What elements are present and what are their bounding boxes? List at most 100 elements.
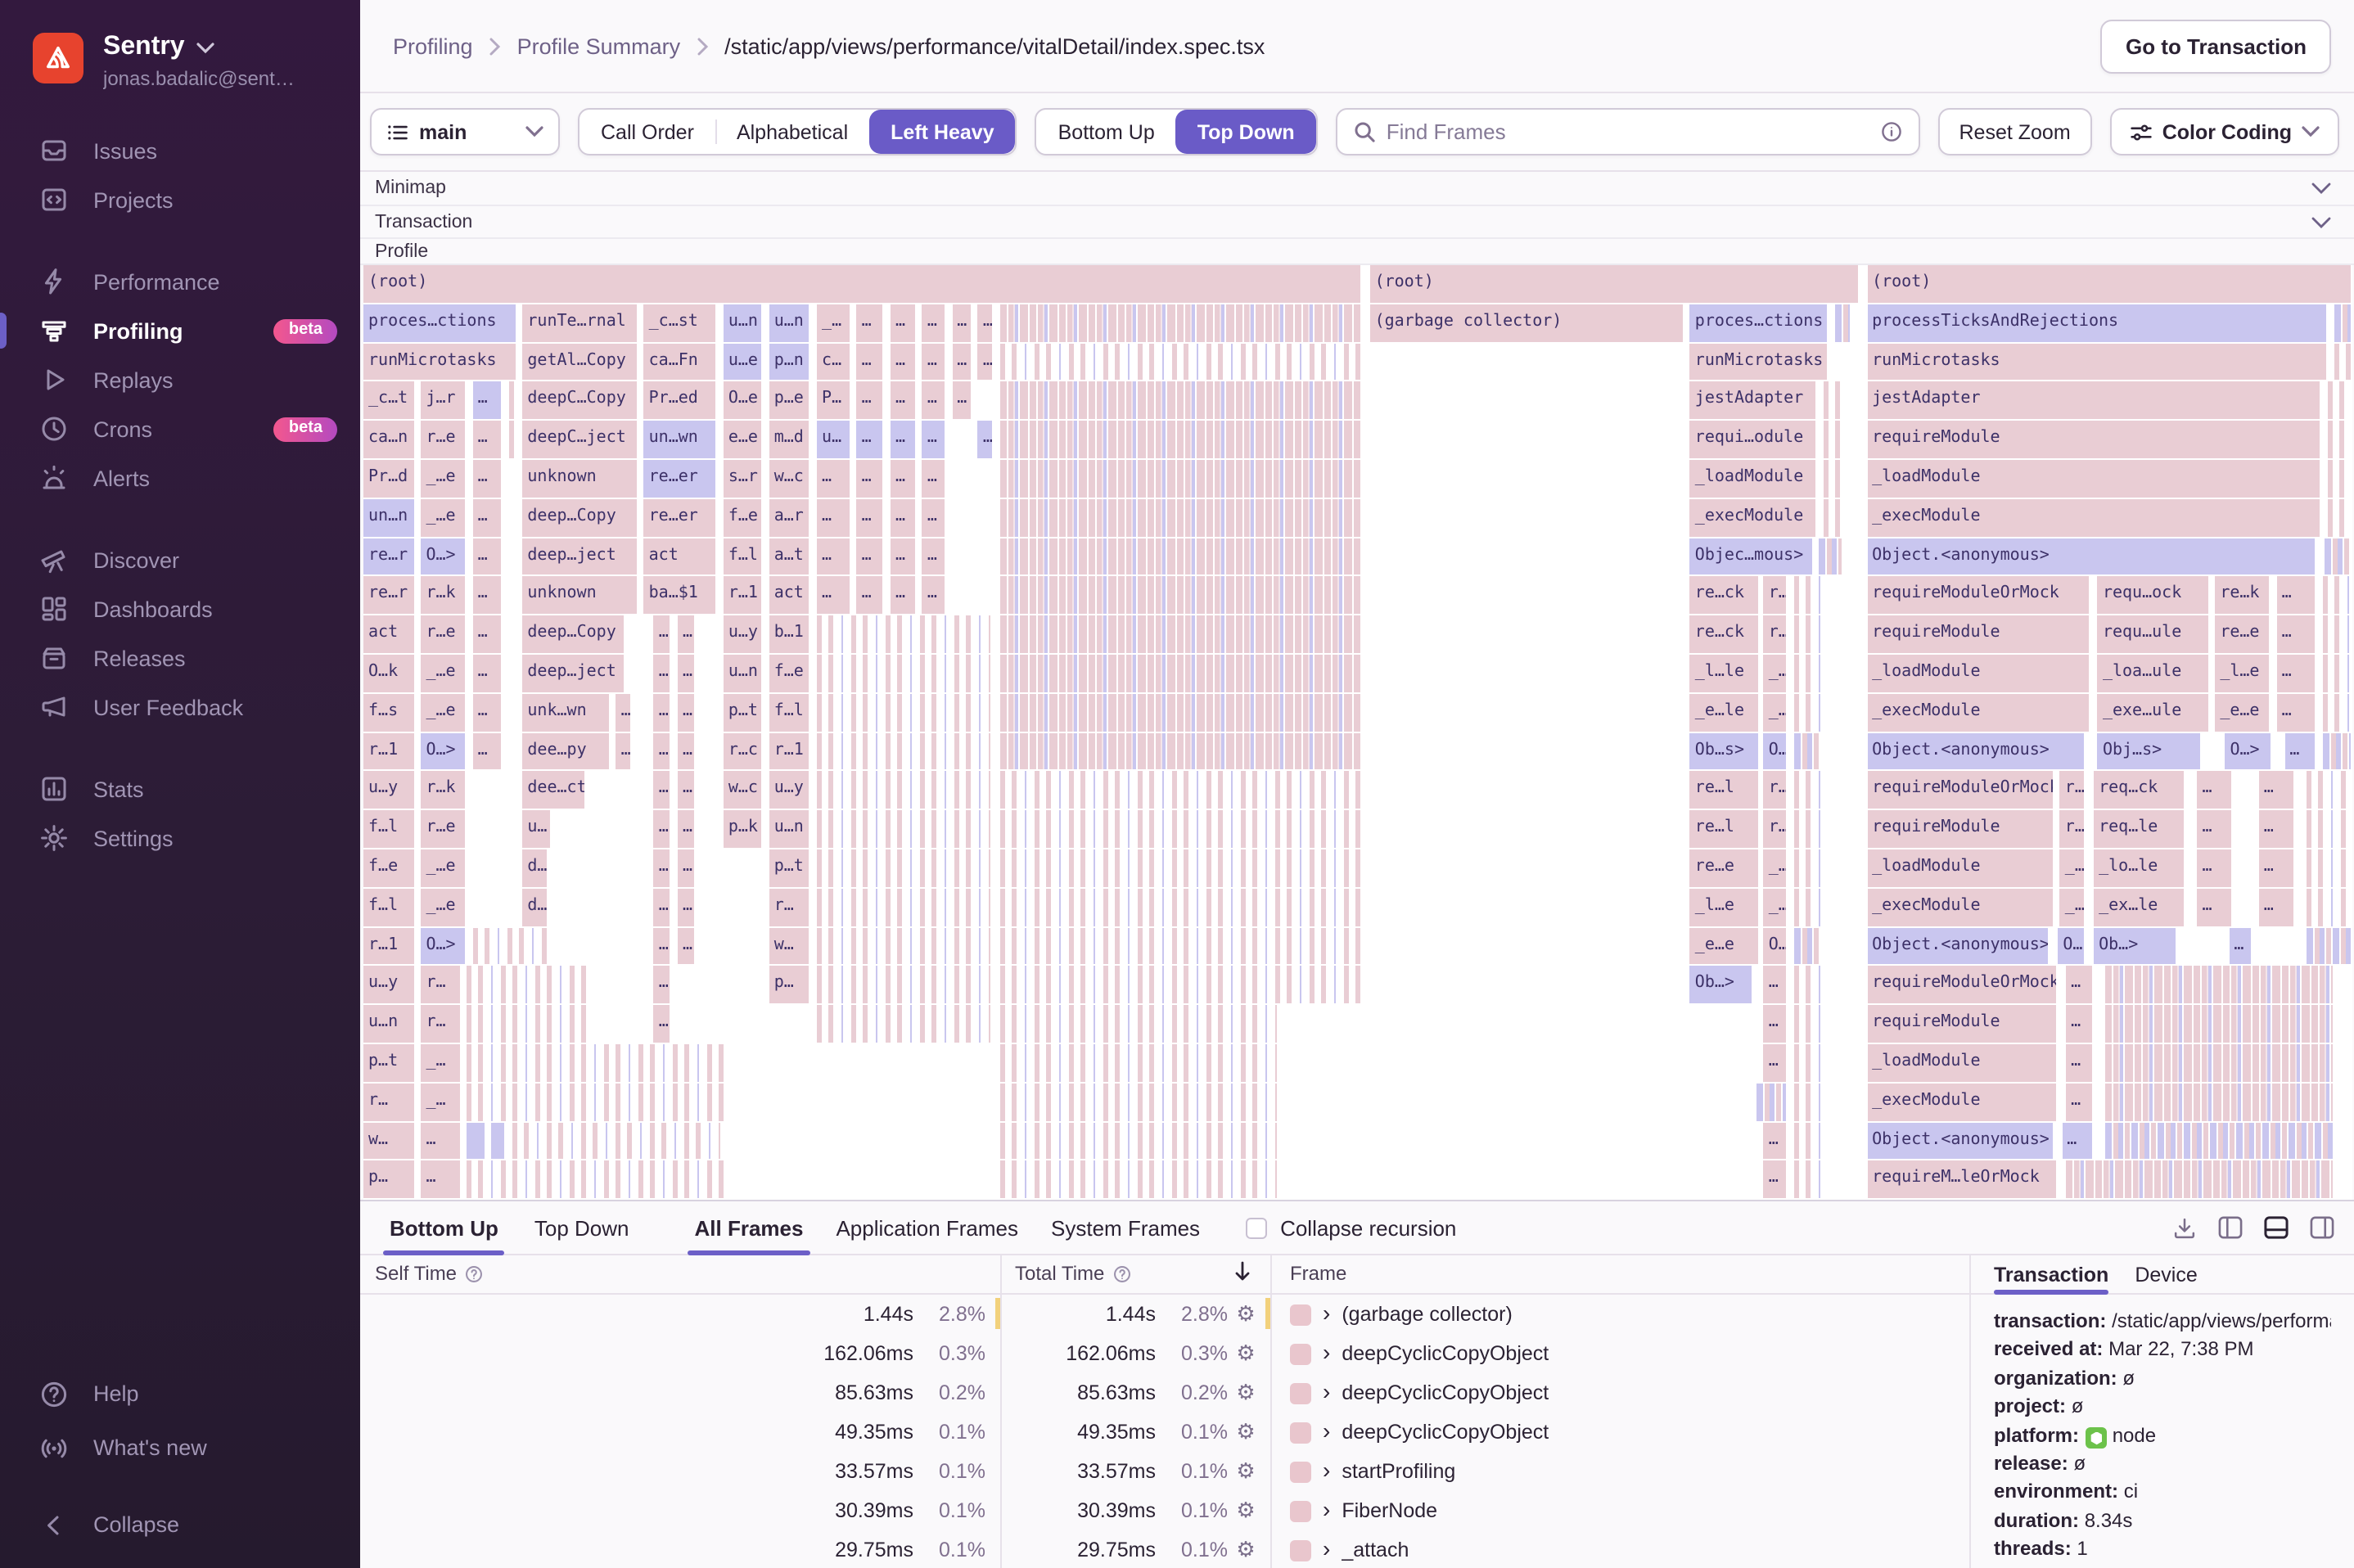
flame-frame[interactable]: … bbox=[654, 927, 672, 965]
flame-frame[interactable]: … bbox=[857, 499, 885, 537]
flame-frame[interactable]: d… bbox=[522, 849, 548, 887]
tab-all-frames[interactable]: All Frames bbox=[685, 1201, 814, 1254]
flame-frame[interactable]: … bbox=[952, 304, 972, 342]
flame-frame[interactable]: u… bbox=[522, 810, 552, 848]
flame-frame[interactable]: … bbox=[678, 772, 696, 809]
frame-cell[interactable]: ›_attach bbox=[1270, 1530, 1969, 1568]
expand-chevron-icon[interactable]: › bbox=[1323, 1419, 1330, 1442]
flame-frame[interactable]: … bbox=[891, 577, 917, 615]
flame-frame[interactable]: … bbox=[922, 343, 946, 381]
flame-frame[interactable]: … bbox=[922, 421, 946, 458]
tab-bottom-up[interactable]: Bottom Up bbox=[380, 1201, 508, 1254]
flame-frame[interactable]: … bbox=[473, 655, 503, 692]
flame-frame[interactable]: p…k bbox=[724, 810, 764, 848]
flame-frame[interactable]: … bbox=[421, 1161, 461, 1199]
flame-frame[interactable]: … bbox=[891, 499, 917, 537]
flame-frame[interactable]: r…1 bbox=[769, 732, 811, 770]
flame-frame[interactable]: f…l bbox=[363, 810, 415, 848]
flame-frame[interactable]: p…t bbox=[363, 1044, 415, 1082]
find-frames-search[interactable] bbox=[1336, 108, 1920, 155]
flame-frame[interactable]: … bbox=[1764, 966, 1788, 1004]
flame-frame[interactable]: processTicksAndRejections bbox=[1867, 304, 2329, 342]
flame-frame[interactable]: … bbox=[817, 577, 850, 615]
flame-frame[interactable]: O…e bbox=[724, 382, 764, 420]
flame-frame[interactable]: … bbox=[654, 732, 672, 770]
flame-frame[interactable]: r…e bbox=[421, 421, 467, 458]
flame-frame[interactable]: r… bbox=[1764, 810, 1788, 848]
flame-frame[interactable]: … bbox=[2066, 966, 2094, 1004]
flame-frame[interactable]: _…e bbox=[421, 460, 467, 498]
flame-frame[interactable]: u…y bbox=[363, 966, 415, 1004]
flame-frame[interactable]: … bbox=[978, 304, 994, 342]
flame-frame[interactable]: … bbox=[2066, 1005, 2094, 1043]
flame-frame[interactable]: O… bbox=[1764, 732, 1788, 770]
sidebar-item-crons[interactable]: Cronsbeta bbox=[0, 404, 360, 453]
flame-frame[interactable]: _loadModule bbox=[1867, 460, 2320, 498]
flame-frame[interactable]: r…1 bbox=[363, 732, 415, 770]
flame-frame[interactable]: p…t bbox=[769, 849, 811, 887]
flame-frame[interactable]: … bbox=[1764, 1122, 1788, 1160]
flame-frame[interactable]: re…ck bbox=[1690, 577, 1760, 615]
flame-frame[interactable]: _ex…le bbox=[2094, 889, 2185, 926]
tab-top-down[interactable]: Top Down bbox=[525, 1201, 639, 1254]
details-tab-device[interactable]: Device bbox=[2135, 1255, 2197, 1293]
flame-frame[interactable]: jestAdapter bbox=[1690, 382, 1818, 420]
flame-frame[interactable]: … bbox=[678, 889, 696, 926]
flame-frame[interactable]: requireModuleOrMock bbox=[1867, 966, 2058, 1004]
flame-frame[interactable]: … bbox=[1764, 1161, 1788, 1199]
sidebar-item-discover[interactable]: Discover bbox=[0, 535, 360, 584]
sidebar-item-settings[interactable]: Settings bbox=[0, 813, 360, 863]
flame-frame[interactable]: O… bbox=[2058, 927, 2086, 965]
gear-icon[interactable]: ⚙ bbox=[1228, 1498, 1264, 1524]
flame-frame[interactable]: … bbox=[891, 343, 917, 381]
flame-frame[interactable]: … bbox=[817, 460, 850, 498]
flame-frame[interactable]: r…c bbox=[724, 732, 764, 770]
flame-frame[interactable]: … bbox=[473, 460, 503, 498]
table-row[interactable]: 49.35ms0.1%49.35ms0.1%⚙›deepCyclicCopyOb… bbox=[360, 1413, 1969, 1452]
flame-frame[interactable]: Pr…ed bbox=[644, 382, 718, 420]
flame-frame[interactable]: … bbox=[2062, 1122, 2094, 1160]
flame-frame[interactable]: r…e bbox=[421, 810, 467, 848]
flame-frame[interactable]: … bbox=[473, 538, 503, 575]
flame-frame[interactable]: re…e bbox=[1690, 849, 1760, 887]
flame-frame[interactable]: … bbox=[2259, 772, 2295, 809]
sidebar-item-user-feedback[interactable]: User Feedback bbox=[0, 683, 360, 732]
flame-frame[interactable]: f…s bbox=[363, 694, 415, 732]
org-switcher[interactable]: Sentry jonas.badalic@sent… bbox=[0, 0, 360, 90]
flame-frame[interactable]: _e…e bbox=[1690, 927, 1760, 965]
flame-frame[interactable]: … bbox=[616, 732, 632, 770]
flame-frame[interactable]: p… bbox=[363, 1161, 415, 1199]
flame-frame[interactable]: _l…le bbox=[1690, 655, 1760, 692]
dock-bottom-icon[interactable] bbox=[2264, 1216, 2289, 1239]
flame-frame[interactable]: … bbox=[891, 304, 917, 342]
flame-frame[interactable]: r…e bbox=[421, 615, 467, 653]
flame-frame[interactable]: r… bbox=[421, 1005, 461, 1043]
flame-frame[interactable]: _c…st bbox=[644, 304, 718, 342]
flame-frame[interactable]: unk…wn bbox=[522, 694, 610, 732]
expand-chevron-icon[interactable]: › bbox=[1323, 1301, 1330, 1324]
flame-frame[interactable]: re…e bbox=[2215, 615, 2271, 653]
flame-frame[interactable]: … bbox=[922, 538, 946, 575]
flame-frame[interactable]: u…e bbox=[724, 343, 764, 381]
flame-frame[interactable]: re…r bbox=[363, 577, 415, 615]
flame-frame[interactable]: requireModule bbox=[1867, 615, 2090, 653]
flame-frame[interactable]: act bbox=[644, 538, 718, 575]
flame-frame[interactable]: … bbox=[857, 538, 885, 575]
flame-frame[interactable]: _… bbox=[421, 1084, 461, 1121]
flame-frame[interactable]: … bbox=[2284, 732, 2316, 770]
flame-frame[interactable]: … bbox=[2277, 615, 2317, 653]
flame-frame[interactable]: _… bbox=[1764, 655, 1788, 692]
gear-icon[interactable]: ⚙ bbox=[1228, 1340, 1264, 1367]
flame-frame[interactable]: f…e bbox=[724, 499, 764, 537]
flame-frame[interactable]: … bbox=[473, 732, 503, 770]
sidebar-item-dashboards[interactable]: Dashboards bbox=[0, 584, 360, 633]
flame-frame[interactable]: un…wn bbox=[644, 421, 718, 458]
flame-frame[interactable]: dee…ct bbox=[522, 772, 586, 809]
expand-chevron-icon[interactable]: › bbox=[1323, 1537, 1330, 1560]
flame-frame[interactable]: d… bbox=[522, 889, 548, 926]
flame-frame[interactable]: … bbox=[678, 694, 696, 732]
flame-frame[interactable]: u…n bbox=[724, 304, 764, 342]
flame-frame[interactable]: … bbox=[2277, 655, 2317, 692]
download-icon[interactable] bbox=[2172, 1215, 2197, 1240]
flame-frame[interactable]: u…y bbox=[363, 772, 415, 809]
